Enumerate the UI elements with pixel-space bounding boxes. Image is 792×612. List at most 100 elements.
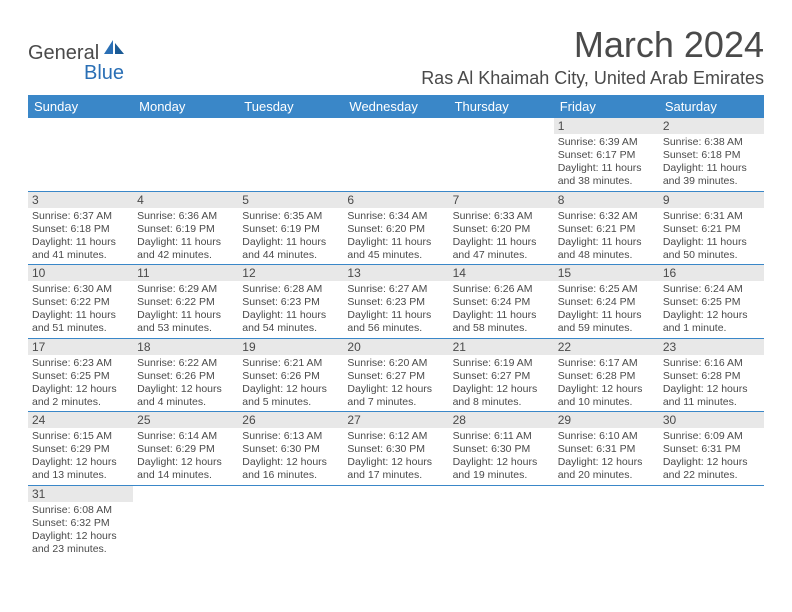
- day-details: Sunrise: 6:08 AMSunset: 6:32 PMDaylight:…: [28, 502, 133, 559]
- sunset-line: Sunset: 6:29 PM: [137, 443, 234, 456]
- day-details: Sunrise: 6:32 AMSunset: 6:21 PMDaylight:…: [554, 208, 659, 265]
- calendar-row: 31Sunrise: 6:08 AMSunset: 6:32 PMDayligh…: [28, 485, 764, 558]
- daylight-line: Daylight: 11 hours and 50 minutes.: [663, 236, 760, 262]
- sunrise-line: Sunrise: 6:15 AM: [32, 430, 129, 443]
- day-details: Sunrise: 6:37 AMSunset: 6:18 PMDaylight:…: [28, 208, 133, 265]
- daylight-line: Daylight: 11 hours and 38 minutes.: [558, 162, 655, 188]
- calendar-empty-cell: [554, 485, 659, 558]
- sunset-line: Sunset: 6:30 PM: [347, 443, 444, 456]
- calendar-row: 3Sunrise: 6:37 AMSunset: 6:18 PMDaylight…: [28, 191, 764, 265]
- day-number: 26: [238, 412, 343, 428]
- sunset-line: Sunset: 6:24 PM: [558, 296, 655, 309]
- calendar-day-cell: 12Sunrise: 6:28 AMSunset: 6:23 PMDayligh…: [238, 265, 343, 339]
- sunset-line: Sunset: 6:21 PM: [558, 223, 655, 236]
- day-details: Sunrise: 6:09 AMSunset: 6:31 PMDaylight:…: [659, 428, 764, 485]
- daylight-line: Daylight: 12 hours and 22 minutes.: [663, 456, 760, 482]
- day-details: Sunrise: 6:26 AMSunset: 6:24 PMDaylight:…: [449, 281, 554, 338]
- daylight-line: Daylight: 12 hours and 13 minutes.: [32, 456, 129, 482]
- calendar-empty-cell: [449, 118, 554, 191]
- daylight-line: Daylight: 11 hours and 54 minutes.: [242, 309, 339, 335]
- daylight-line: Daylight: 11 hours and 59 minutes.: [558, 309, 655, 335]
- day-details: Sunrise: 6:17 AMSunset: 6:28 PMDaylight:…: [554, 355, 659, 412]
- calendar-day-cell: 21Sunrise: 6:19 AMSunset: 6:27 PMDayligh…: [449, 338, 554, 412]
- daylight-line: Daylight: 12 hours and 8 minutes.: [453, 383, 550, 409]
- day-number: 19: [238, 339, 343, 355]
- sunrise-line: Sunrise: 6:14 AM: [137, 430, 234, 443]
- day-number: 23: [659, 339, 764, 355]
- day-details: Sunrise: 6:13 AMSunset: 6:30 PMDaylight:…: [238, 428, 343, 485]
- day-details: Sunrise: 6:35 AMSunset: 6:19 PMDaylight:…: [238, 208, 343, 265]
- sunset-line: Sunset: 6:31 PM: [558, 443, 655, 456]
- daylight-line: Daylight: 11 hours and 56 minutes.: [347, 309, 444, 335]
- sunrise-line: Sunrise: 6:16 AM: [663, 357, 760, 370]
- sunset-line: Sunset: 6:30 PM: [242, 443, 339, 456]
- weekday-header: Friday: [554, 95, 659, 118]
- sunrise-line: Sunrise: 6:33 AM: [453, 210, 550, 223]
- day-details: Sunrise: 6:25 AMSunset: 6:24 PMDaylight:…: [554, 281, 659, 338]
- sunset-line: Sunset: 6:21 PM: [663, 223, 760, 236]
- sunset-line: Sunset: 6:28 PM: [558, 370, 655, 383]
- sunrise-line: Sunrise: 6:11 AM: [453, 430, 550, 443]
- day-number: 25: [133, 412, 238, 428]
- calendar-day-cell: 13Sunrise: 6:27 AMSunset: 6:23 PMDayligh…: [343, 265, 448, 339]
- day-details: Sunrise: 6:27 AMSunset: 6:23 PMDaylight:…: [343, 281, 448, 338]
- day-number: 14: [449, 265, 554, 281]
- day-details: Sunrise: 6:21 AMSunset: 6:26 PMDaylight:…: [238, 355, 343, 412]
- calendar-day-cell: 31Sunrise: 6:08 AMSunset: 6:32 PMDayligh…: [28, 485, 133, 558]
- calendar-empty-cell: [343, 118, 448, 191]
- day-number: 28: [449, 412, 554, 428]
- weekday-header: Sunday: [28, 95, 133, 118]
- sunset-line: Sunset: 6:19 PM: [137, 223, 234, 236]
- day-number: 21: [449, 339, 554, 355]
- sunrise-line: Sunrise: 6:37 AM: [32, 210, 129, 223]
- sunrise-line: Sunrise: 6:20 AM: [347, 357, 444, 370]
- sunrise-line: Sunrise: 6:36 AM: [137, 210, 234, 223]
- calendar-day-cell: 3Sunrise: 6:37 AMSunset: 6:18 PMDaylight…: [28, 191, 133, 265]
- day-number: 9: [659, 192, 764, 208]
- calendar-day-cell: 27Sunrise: 6:12 AMSunset: 6:30 PMDayligh…: [343, 412, 448, 486]
- day-details: Sunrise: 6:39 AMSunset: 6:17 PMDaylight:…: [554, 134, 659, 191]
- day-details: Sunrise: 6:20 AMSunset: 6:27 PMDaylight:…: [343, 355, 448, 412]
- calendar-day-cell: 15Sunrise: 6:25 AMSunset: 6:24 PMDayligh…: [554, 265, 659, 339]
- logo: GeneralBlue: [28, 42, 125, 65]
- sunset-line: Sunset: 6:27 PM: [453, 370, 550, 383]
- day-number: 2: [659, 118, 764, 134]
- daylight-line: Daylight: 11 hours and 53 minutes.: [137, 309, 234, 335]
- daylight-line: Daylight: 11 hours and 51 minutes.: [32, 309, 129, 335]
- calendar-day-cell: 28Sunrise: 6:11 AMSunset: 6:30 PMDayligh…: [449, 412, 554, 486]
- daylight-line: Daylight: 12 hours and 19 minutes.: [453, 456, 550, 482]
- daylight-line: Daylight: 11 hours and 47 minutes.: [453, 236, 550, 262]
- sunset-line: Sunset: 6:20 PM: [347, 223, 444, 236]
- day-details: Sunrise: 6:11 AMSunset: 6:30 PMDaylight:…: [449, 428, 554, 485]
- day-details: Sunrise: 6:14 AMSunset: 6:29 PMDaylight:…: [133, 428, 238, 485]
- day-number: 10: [28, 265, 133, 281]
- calendar-row: 24Sunrise: 6:15 AMSunset: 6:29 PMDayligh…: [28, 412, 764, 486]
- sunset-line: Sunset: 6:25 PM: [663, 296, 760, 309]
- day-details: Sunrise: 6:12 AMSunset: 6:30 PMDaylight:…: [343, 428, 448, 485]
- sunrise-line: Sunrise: 6:10 AM: [558, 430, 655, 443]
- day-number: 20: [343, 339, 448, 355]
- daylight-line: Daylight: 11 hours and 45 minutes.: [347, 236, 444, 262]
- sunset-line: Sunset: 6:23 PM: [242, 296, 339, 309]
- sunrise-line: Sunrise: 6:30 AM: [32, 283, 129, 296]
- sunset-line: Sunset: 6:30 PM: [453, 443, 550, 456]
- sunrise-line: Sunrise: 6:24 AM: [663, 283, 760, 296]
- day-number: 18: [133, 339, 238, 355]
- sunset-line: Sunset: 6:18 PM: [32, 223, 129, 236]
- location: Ras Al Khaimah City, United Arab Emirate…: [421, 68, 764, 89]
- daylight-line: Daylight: 12 hours and 4 minutes.: [137, 383, 234, 409]
- calendar-day-cell: 11Sunrise: 6:29 AMSunset: 6:22 PMDayligh…: [133, 265, 238, 339]
- day-number: 27: [343, 412, 448, 428]
- day-number: 7: [449, 192, 554, 208]
- day-details: Sunrise: 6:34 AMSunset: 6:20 PMDaylight:…: [343, 208, 448, 265]
- sunset-line: Sunset: 6:27 PM: [347, 370, 444, 383]
- day-details: Sunrise: 6:33 AMSunset: 6:20 PMDaylight:…: [449, 208, 554, 265]
- day-number: 11: [133, 265, 238, 281]
- day-details: Sunrise: 6:28 AMSunset: 6:23 PMDaylight:…: [238, 281, 343, 338]
- calendar-day-cell: 29Sunrise: 6:10 AMSunset: 6:31 PMDayligh…: [554, 412, 659, 486]
- day-number: 3: [28, 192, 133, 208]
- calendar-empty-cell: [238, 118, 343, 191]
- sunrise-line: Sunrise: 6:22 AM: [137, 357, 234, 370]
- sunset-line: Sunset: 6:23 PM: [347, 296, 444, 309]
- daylight-line: Daylight: 11 hours and 44 minutes.: [242, 236, 339, 262]
